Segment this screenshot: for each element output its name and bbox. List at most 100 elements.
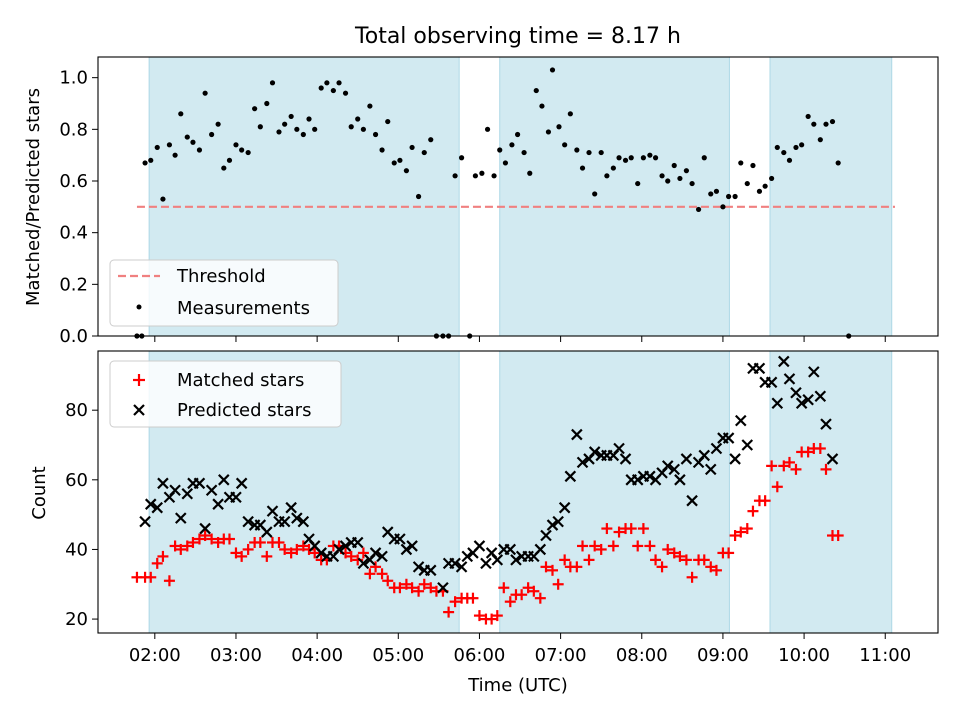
- measurement-point: [598, 149, 604, 156]
- measurement-point: [829, 118, 836, 125]
- matched-star-point: [650, 554, 662, 566]
- measurement-point: [276, 129, 282, 135]
- matched-star-point: [394, 582, 406, 594]
- matched-legend-swatch: [133, 374, 145, 386]
- measurement-point: [245, 149, 251, 156]
- predicted-star-point: [790, 386, 802, 399]
- measurement-point: [269, 80, 276, 86]
- matched-star-point: [832, 530, 844, 542]
- count-y-tick-label: 60: [65, 470, 88, 491]
- matched-star-point: [668, 547, 680, 559]
- matched-star-point: [279, 543, 291, 555]
- measurement-point: [604, 173, 610, 179]
- measurement-point: [781, 149, 787, 156]
- measurement-point: [202, 90, 208, 96]
- matched-star-point: [285, 547, 297, 559]
- matched-star-point: [698, 554, 710, 566]
- measurement-point: [178, 111, 184, 117]
- matched-star-point: [504, 596, 516, 608]
- matched-star-point: [644, 540, 656, 552]
- matched-star-point: [802, 446, 814, 458]
- measurement-point: [635, 180, 641, 187]
- measurement-point: [348, 124, 354, 130]
- measurement-point: [355, 116, 361, 122]
- matched-star-point: [783, 456, 795, 468]
- predicted-star-point: [668, 463, 681, 476]
- matched-star-point: [145, 571, 157, 583]
- matched-star-point: [546, 564, 558, 576]
- matched-star-point: [577, 540, 589, 552]
- matched-star-point: [364, 568, 376, 580]
- measurement-point: [811, 121, 817, 127]
- measurement-point: [379, 147, 385, 153]
- matched-star-point: [382, 575, 394, 587]
- measurement-point: [665, 178, 671, 184]
- time-x-tick-label: 10:00: [778, 645, 830, 666]
- measurement-point: [509, 142, 515, 148]
- observing-interval-2: [769, 56, 893, 337]
- measurement-point: [226, 157, 233, 163]
- measurement-point: [533, 87, 539, 94]
- measurement-point: [732, 193, 738, 200]
- measurement-point: [793, 144, 799, 151]
- predicted-star-point: [558, 501, 571, 514]
- matched-star-point: [766, 460, 778, 472]
- predicted-star-point: [357, 557, 370, 570]
- matched-star-point: [686, 571, 698, 583]
- measurement-point: [497, 147, 503, 153]
- predicted-star-point: [175, 512, 187, 524]
- measurement-point: [428, 137, 434, 143]
- predicted-star-point: [369, 547, 382, 559]
- measurement-point: [472, 173, 478, 179]
- measurement-point: [720, 204, 726, 210]
- predicted-star-point: [261, 526, 273, 538]
- count-legend: Matched stars Predicted stars: [109, 360, 342, 428]
- matched-star-point: [662, 543, 674, 555]
- measurement-points: [134, 67, 852, 339]
- measurement-point: [148, 157, 154, 163]
- time-x-tick-label: 07:00: [535, 645, 587, 666]
- matched-star-point: [443, 606, 455, 618]
- predicted-star-point: [571, 428, 583, 441]
- threshold-legend-label: Threshold: [176, 266, 266, 287]
- measurement-point: [252, 106, 258, 112]
- predicted-star-point: [230, 491, 242, 504]
- predicted-star-point: [510, 554, 522, 566]
- measurement-point: [367, 103, 373, 109]
- predicted-star-point: [193, 477, 206, 490]
- observing-interval-2: [769, 350, 893, 634]
- predicted-star-point: [139, 515, 151, 528]
- matched-star-point: [273, 536, 285, 548]
- predicted-legend-swatch: [133, 404, 145, 416]
- matched-star-point: [193, 533, 205, 545]
- predicted-star-point: [710, 442, 723, 455]
- matched-star-point: [297, 540, 309, 552]
- measurement-point: [695, 206, 702, 213]
- matched-star-point: [345, 550, 357, 562]
- matched-star-point: [607, 540, 619, 552]
- predicted-star-point: [157, 477, 169, 490]
- predicted-star-point: [698, 449, 711, 462]
- ratio-y-tick-label: 0.4: [59, 223, 88, 244]
- predicted-star-point: [461, 550, 474, 563]
- measurement-point: [567, 111, 573, 117]
- ratio-y-tick-label: 0.8: [59, 119, 88, 140]
- predicted-star-point: [400, 543, 413, 556]
- measurement-point: [750, 162, 756, 169]
- matched-star-point: [357, 547, 369, 559]
- time-x-tick-label: 09:00: [697, 645, 749, 666]
- predicted-star-point: [473, 540, 486, 552]
- measurement-point: [502, 160, 509, 166]
- measurement-point: [521, 149, 527, 156]
- observing-interval-1: [499, 56, 730, 337]
- time-x-tick-label: 06:00: [454, 645, 506, 666]
- matched-star-point: [589, 540, 601, 552]
- predicted-star-point: [291, 512, 303, 524]
- matched-star-point: [425, 582, 437, 594]
- matched-star-point: [212, 536, 224, 548]
- ratio-legend-box: [109, 259, 339, 327]
- measurement-point: [306, 116, 312, 122]
- predicted-star-point: [169, 484, 181, 497]
- measurement-point: [264, 100, 270, 107]
- measurement-point: [239, 147, 245, 153]
